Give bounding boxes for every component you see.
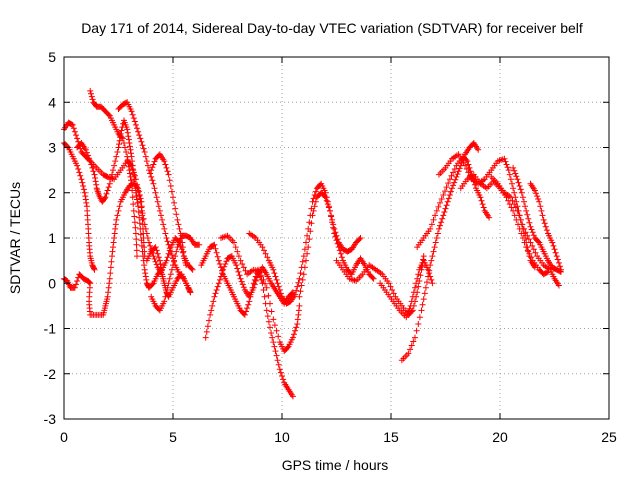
y-tick-label: 1 (48, 230, 56, 246)
x-tick-label: 25 (601, 429, 617, 445)
x-axis-label: GPS time / hours (282, 457, 389, 473)
chart-title: Day 171 of 2014, Sidereal Day-to-day VTE… (81, 20, 583, 36)
series-arc-15 (333, 253, 427, 318)
data-point-markers (246, 180, 364, 307)
series-arc-22 (510, 164, 564, 275)
series-arc-18 (414, 153, 493, 251)
series-arc-9 (148, 232, 203, 314)
x-tick-label: 10 (274, 429, 290, 445)
data-point-markers (510, 164, 564, 275)
y-axis-label: SDTVAR / TECUs (7, 182, 23, 294)
y-tick-label: 3 (48, 140, 56, 156)
y-axis-ticks: -3 -2 -1 0 1 2 3 4 5 (44, 49, 609, 427)
y-tick-label: 0 (48, 275, 56, 291)
data-point-markers (74, 117, 196, 291)
data-points (61, 87, 564, 400)
y-tick-label: 2 (48, 185, 56, 201)
series-arc-23 (527, 180, 564, 273)
series-arc-4 (74, 117, 196, 291)
y-tick-label: -1 (44, 321, 57, 337)
series-arc-5 (87, 87, 140, 260)
y-tick-label: -2 (44, 366, 57, 382)
data-point-markers (198, 241, 296, 400)
data-point-markers (148, 232, 203, 314)
series-arc-13 (246, 180, 364, 307)
data-point-markers (377, 257, 436, 321)
series-arc-16 (377, 257, 436, 321)
data-point-markers (414, 153, 493, 251)
x-tick-label: 5 (169, 429, 177, 445)
data-point-markers (527, 180, 564, 273)
series-arc-20 (457, 171, 551, 278)
y-tick-label: -3 (44, 411, 57, 427)
series-arc-21 (488, 173, 562, 289)
data-point-markers (333, 253, 427, 318)
data-point-markers (488, 173, 562, 289)
x-tick-label: 0 (60, 429, 68, 445)
series-arc-12 (218, 232, 303, 355)
data-point-markers (218, 232, 303, 355)
data-point-markers (457, 171, 551, 278)
x-axis-ticks: 0 5 10 15 20 25 (60, 57, 617, 445)
x-tick-label: 20 (492, 429, 508, 445)
data-point-markers (87, 87, 140, 260)
series-arc-10 (198, 241, 296, 400)
data-point-markers (143, 244, 194, 300)
series-arc-8 (143, 244, 194, 300)
x-tick-label: 15 (383, 429, 399, 445)
y-tick-label: 5 (48, 49, 56, 65)
y-tick-label: 4 (48, 94, 56, 110)
